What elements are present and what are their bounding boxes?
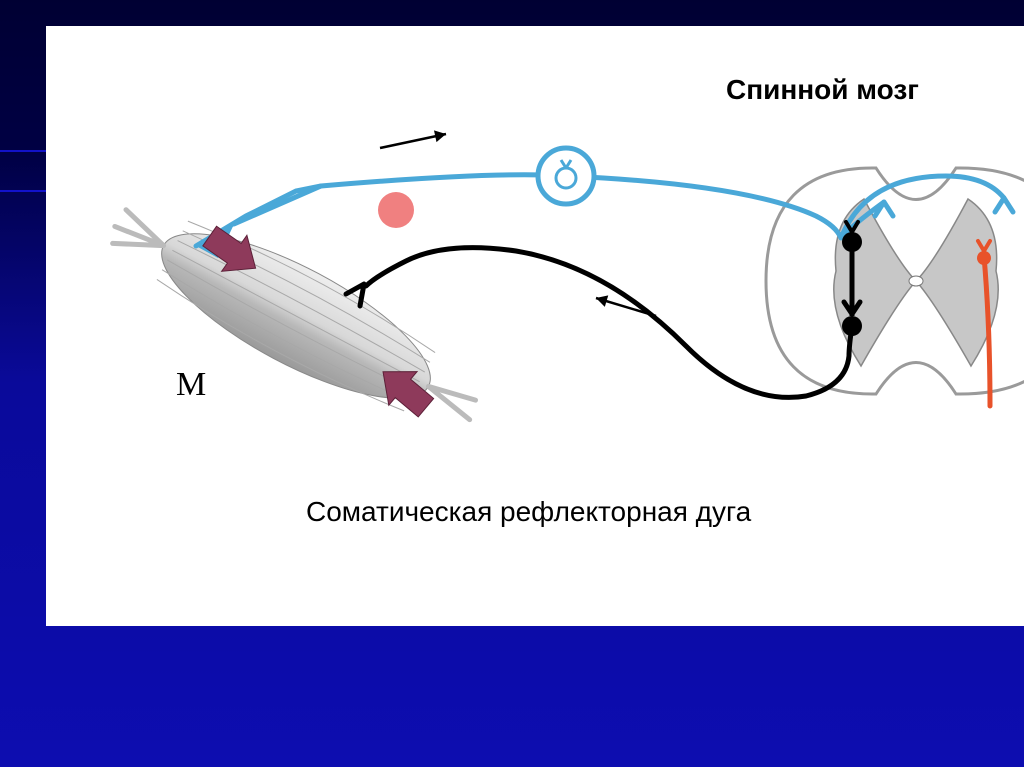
label-caption: Соматическая рефлекторная дуга bbox=[306, 496, 751, 528]
reflex-arc-diagram bbox=[46, 26, 1024, 626]
label-muscle-m: М bbox=[176, 366, 206, 404]
slide-root: Спинной мозг М Соматическая рефлекторная… bbox=[0, 0, 1024, 767]
diagram-panel: Спинной мозг М Соматическая рефлекторная… bbox=[46, 26, 1024, 626]
label-spinal-cord: Спинной мозг bbox=[726, 74, 919, 106]
